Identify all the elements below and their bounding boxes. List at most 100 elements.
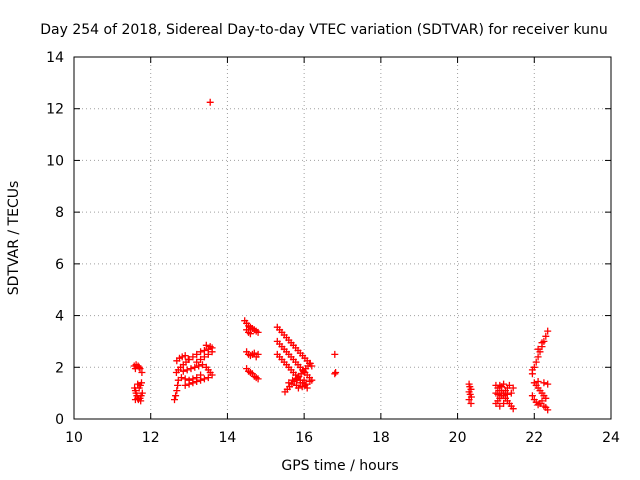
data-point (544, 380, 552, 388)
data-point (181, 381, 189, 389)
data-point (540, 379, 548, 387)
data-point (173, 387, 181, 395)
x-tick-label: 10 (65, 430, 83, 446)
data-point (538, 397, 546, 405)
data-point (137, 397, 145, 405)
data-point (189, 353, 197, 361)
x-tick-label: 14 (219, 430, 237, 446)
y-tick-label: 8 (55, 205, 64, 221)
data-point (200, 353, 208, 361)
grid-lines (74, 57, 611, 419)
data-point (178, 353, 186, 361)
data-point (509, 384, 517, 392)
data-point (200, 375, 208, 383)
data-point (191, 363, 199, 371)
data-point (174, 381, 182, 389)
data-point (193, 350, 201, 358)
data-point (131, 396, 139, 404)
y-tick-label: 0 (55, 412, 64, 428)
data-point (193, 358, 201, 366)
data-point (465, 396, 473, 404)
data-point (206, 343, 214, 351)
x-tick-label: 18 (372, 430, 390, 446)
x-tick-label: 24 (602, 430, 620, 446)
data-point (534, 345, 542, 353)
x-tick-label: 16 (295, 430, 313, 446)
data-point (197, 376, 205, 384)
data-points (130, 98, 552, 414)
data-point (496, 402, 504, 410)
data-point (204, 374, 212, 382)
data-point (538, 339, 546, 347)
data-point (300, 376, 308, 384)
data-point (135, 363, 143, 371)
data-point (528, 370, 536, 378)
data-point (181, 352, 189, 360)
data-point (138, 389, 146, 397)
data-point (179, 367, 187, 375)
data-point (197, 348, 205, 356)
data-point (187, 365, 195, 373)
data-point (206, 98, 214, 106)
data-point (197, 356, 205, 363)
data-point (532, 358, 540, 366)
y-tick-label: 2 (55, 360, 64, 376)
data-point (500, 380, 508, 388)
data-point (302, 380, 310, 388)
data-point (509, 405, 517, 413)
data-point (542, 332, 550, 340)
data-point (294, 384, 302, 392)
data-point (254, 350, 262, 358)
x-axis-label: GPS time / hours (281, 458, 398, 474)
data-point (296, 379, 304, 387)
y-tick-label: 6 (55, 257, 64, 273)
data-point (134, 380, 142, 388)
data-point (250, 349, 258, 357)
data-point (208, 348, 216, 356)
data-point (528, 392, 536, 400)
data-point (195, 362, 203, 370)
data-point (500, 400, 508, 407)
data-point (306, 378, 314, 385)
data-point (254, 375, 262, 383)
data-point (204, 350, 212, 358)
y-tick-label: 14 (46, 50, 64, 66)
data-point (289, 376, 297, 384)
data-point (503, 390, 511, 398)
data-point (202, 341, 210, 349)
y-tick-label: 4 (55, 309, 64, 325)
y-tick-label: 12 (46, 102, 64, 118)
data-point (303, 384, 311, 392)
data-point (131, 365, 139, 373)
data-point (544, 406, 552, 414)
x-tick-label: 12 (142, 430, 160, 446)
chart-title: Day 254 of 2018, Sidereal Day-to-day VTE… (40, 22, 608, 38)
x-tick-label: 22 (525, 430, 543, 446)
data-point (298, 383, 306, 391)
data-point (177, 374, 185, 382)
data-point (199, 361, 206, 369)
data-point (507, 389, 515, 397)
data-point (505, 381, 513, 389)
y-axis-label: SDTVAR / TECUs (6, 181, 22, 296)
data-point (172, 392, 180, 400)
data-point (246, 330, 254, 338)
x-tick-label: 20 (449, 430, 467, 446)
data-point (171, 396, 178, 404)
data-point (331, 370, 339, 378)
data-point (138, 379, 145, 387)
y-tick-label: 10 (46, 153, 64, 169)
data-point (185, 380, 193, 388)
data-point (544, 327, 552, 335)
data-point (208, 371, 216, 379)
data-point (193, 378, 201, 385)
data-point (181, 375, 189, 383)
data-point (332, 369, 340, 376)
data-point (331, 350, 339, 358)
plot-frame (73, 56, 612, 420)
data-point (138, 369, 146, 376)
data-point (200, 347, 208, 354)
data-point (467, 400, 475, 407)
